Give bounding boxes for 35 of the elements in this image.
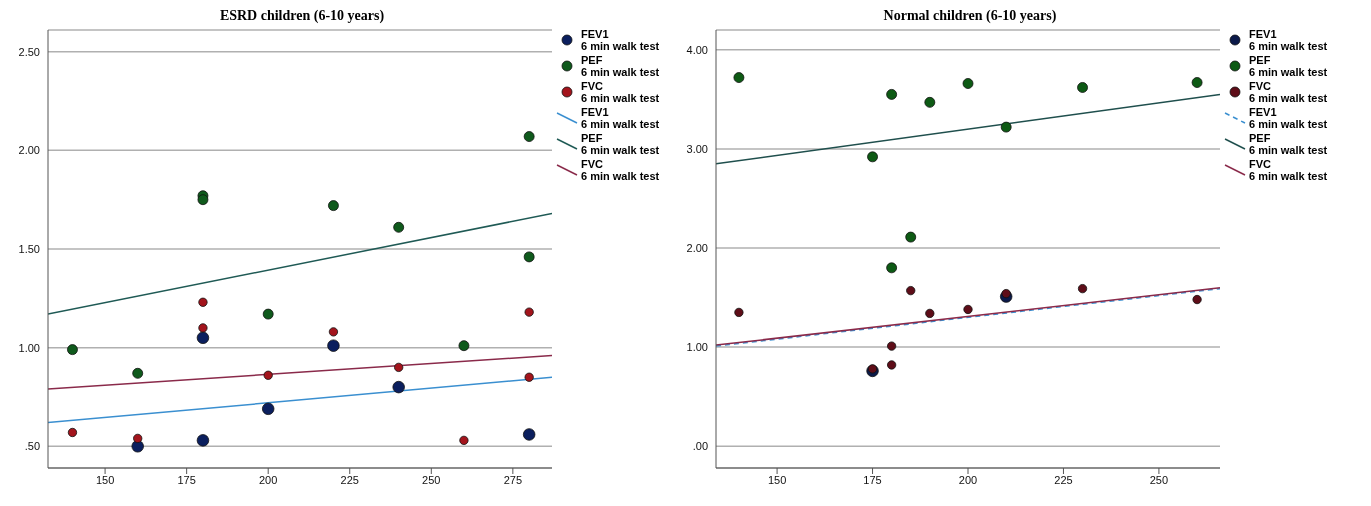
y-tick-label: .00 [692,440,708,453]
chart-title: ESRD children (6-10 years) [218,8,386,25]
legend-label: FEV1 6 min walk test [581,106,660,130]
legend-label: FVC 6 min walk test [1249,80,1328,104]
x-tick-label: 150 [95,473,115,486]
y-tick-label: .50 [24,440,40,453]
legend-label: FEV1 6 min walk test [1249,28,1328,52]
legend-label: PEF 6 min walk test [581,132,660,156]
x-tick-label: 175 [177,473,196,486]
y-tick-label: 1.50 [18,242,40,255]
x-tick-label: 200 [259,473,278,486]
y-tick-label: 2.00 [18,144,40,157]
x-tick-label: 150 [767,473,787,486]
y-tick-label: 3.00 [686,142,708,155]
x-tick-label: 225 [340,473,359,486]
x-tick-label: 250 [1149,473,1169,486]
x-tick-label: 200 [958,473,978,486]
chart-title: Normal children (6-10 years) [882,8,1058,25]
y-tick-label: 4.00 [686,43,708,56]
x-tick-label: 225 [1054,473,1073,486]
y-tick-label: 2.50 [18,45,40,58]
y-tick-label: 2.00 [686,241,708,254]
x-tick-label: 175 [863,473,882,486]
legend-label: FEV1 6 min walk test [1249,106,1328,130]
legend-label: FVC 6 min walk test [1249,158,1328,182]
legend-label: FVC 6 min walk test [581,158,660,182]
legend-label: FVC 6 min walk test [581,80,660,104]
legend-label: PEF 6 min walk test [1249,132,1328,156]
legend-label: PEF 6 min walk test [1249,54,1328,78]
legend-label: FEV1 6 min walk test [581,28,660,52]
x-tick-label: 250 [422,473,441,486]
legend-label: PEF 6 min walk test [581,54,660,78]
y-tick-label: 1.00 [686,341,708,354]
y-tick-label: 1.00 [18,341,40,354]
x-tick-label: 275 [503,473,523,486]
